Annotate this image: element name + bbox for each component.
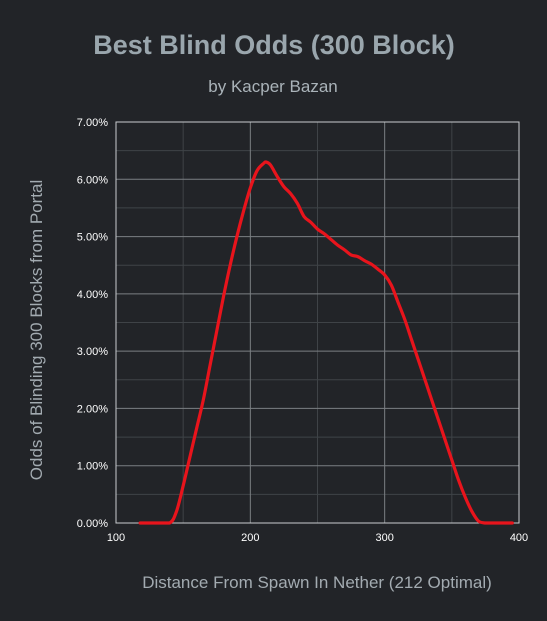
x-tick-label: 100 [107,532,125,544]
x-axis-ticks: 100 200 300 400 [107,532,528,544]
y-tick-label: 3.00% [77,346,108,358]
x-tick-label: 400 [510,532,528,544]
odds-series-line [138,160,514,525]
y-tick-label: 0.00% [77,518,108,530]
y-tick-label: 4.00% [77,289,108,301]
y-tick-label: 6.00% [77,174,108,186]
chart-title: Best Blind Odds (300 Block) [93,30,455,60]
x-tick-label: 200 [241,532,259,544]
y-axis-title: Odds of Blinding 300 Blocks from Portal [27,180,46,480]
plot-frame [115,121,520,524]
x-axis-title: Distance From Spawn In Nether (212 Optim… [142,573,492,592]
x-tick-label: 300 [375,532,393,544]
y-tick-label: 1.00% [77,461,108,473]
minor-gridlines [116,122,519,523]
chart-subtitle: by Kacper Bazan [208,77,337,96]
y-tick-label: 7.00% [77,117,108,129]
y-tick-label: 2.00% [77,403,108,415]
y-tick-label: 5.00% [77,232,108,244]
y-axis-ticks: 0.00% 1.00% 2.00% 3.00% 4.00% 5.00% 6.00% 7.00% [77,117,108,530]
